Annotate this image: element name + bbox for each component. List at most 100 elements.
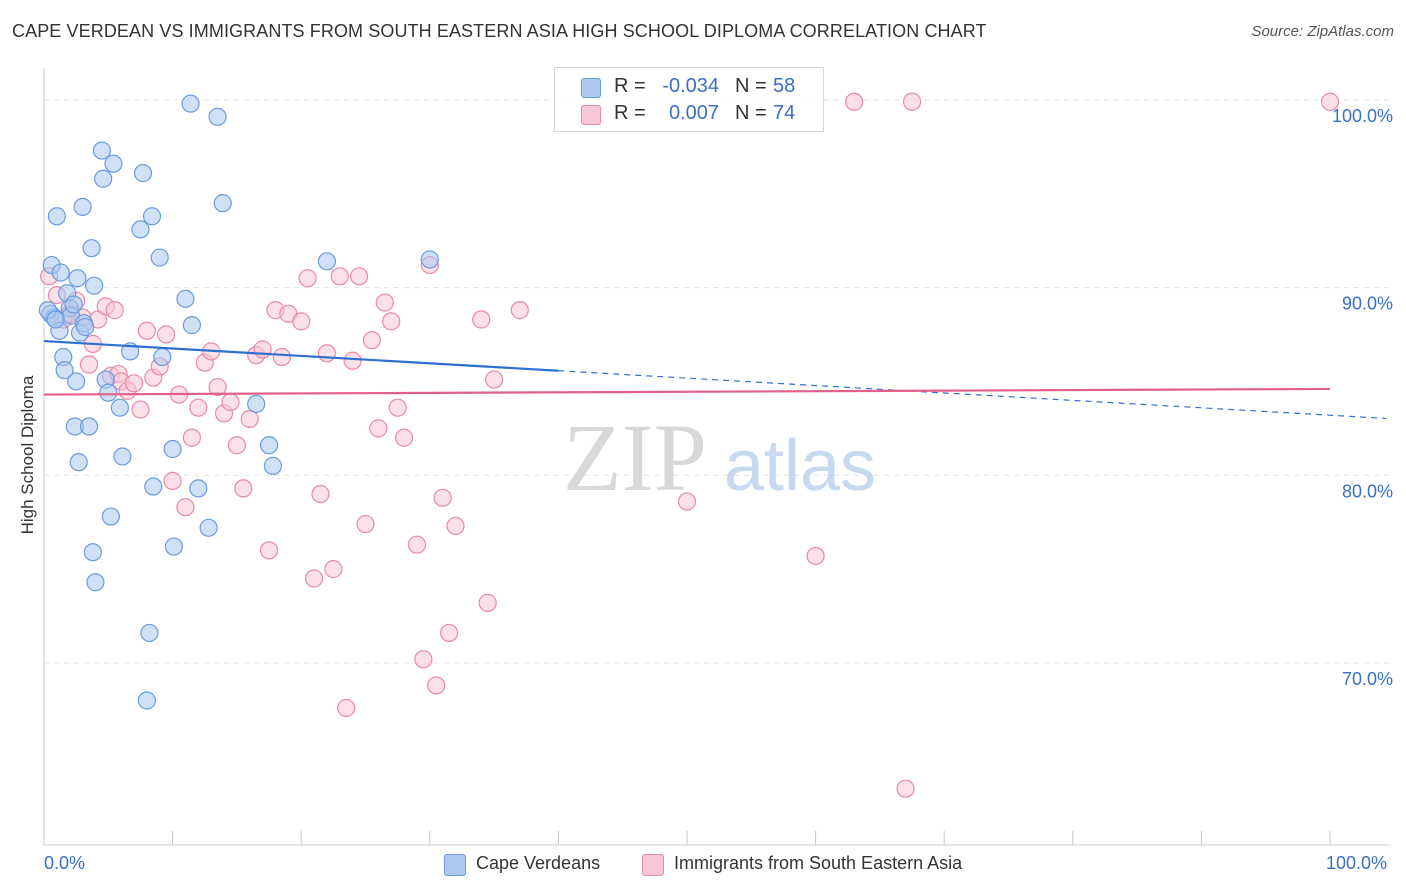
cape-verdean-point	[47, 207, 66, 226]
cape-verdean-point	[182, 316, 201, 335]
cape-verdean-point	[82, 239, 101, 258]
cape-verdean-point	[86, 573, 105, 592]
immigrant-point	[806, 546, 825, 566]
immigrant-point	[472, 310, 491, 329]
axes	[43, 68, 1391, 846]
x-axis-min-label: 0.0%	[44, 853, 86, 873]
cape-verdean-point	[199, 518, 218, 537]
cape-verdean-point	[110, 398, 129, 417]
cape-verdean-point	[208, 107, 227, 126]
x-ticks	[43, 831, 1331, 845]
immigrant-point	[330, 267, 349, 286]
immigrant-point	[439, 623, 459, 643]
series-immigrants-points	[40, 92, 1340, 798]
immigrant-point	[176, 498, 195, 517]
immigrant-point	[272, 347, 292, 367]
legend-r-label: R =	[614, 102, 646, 124]
immigrant-point	[510, 301, 529, 320]
immigrant-point	[677, 492, 697, 511]
series-cape-verdeans-points	[38, 94, 439, 710]
immigrant-point	[324, 560, 343, 579]
immigrant-point	[369, 419, 388, 438]
immigrant-point	[896, 779, 915, 798]
trend-lines	[43, 339, 1387, 420]
y-tick-label: 80.0%	[1342, 481, 1393, 501]
legend-r-label: R =	[614, 75, 646, 97]
immigrant-point	[446, 516, 465, 536]
immigrant-point	[79, 355, 99, 374]
immigrant-point	[163, 471, 182, 490]
cape-verdean-point	[137, 691, 156, 710]
y-tick-label: 70.0%	[1342, 669, 1393, 689]
cape-verdean-point	[69, 453, 88, 472]
cape-verdean-point	[247, 394, 266, 414]
immigrant-point	[317, 344, 337, 363]
source-label: Source: ZipAtlas.com	[1251, 23, 1394, 40]
cape-verdean-point	[113, 447, 132, 466]
bottom-legend-swatch-blue	[444, 854, 466, 876]
cape-verdean-point	[131, 220, 150, 239]
cape-verdean-point	[94, 169, 113, 188]
immigrant-point	[240, 409, 259, 429]
bottom-legend-swatch-pink	[642, 854, 664, 876]
gridlines	[44, 99, 1391, 664]
immigrant-point	[137, 321, 156, 340]
immigrant-point	[388, 398, 407, 417]
immigrant-point	[375, 293, 394, 312]
cape-verdean-point	[163, 439, 182, 459]
cape-verdean-point	[164, 537, 183, 556]
x-axis-max-label: 100.0%	[1326, 853, 1388, 873]
legend-swatch-immigrants	[581, 105, 601, 125]
cape-verdean-point	[51, 263, 70, 282]
legend-r-value: 0.007	[668, 102, 719, 124]
immigrant-point	[382, 312, 401, 331]
bottom-legend-label: Cape Verdeans	[476, 853, 601, 873]
cape-verdean-point	[213, 194, 232, 213]
cape-verdean-point	[64, 295, 83, 314]
immigrant-point	[394, 428, 414, 447]
bottom-legend-label: Immigrants from South Eastern Asia	[674, 853, 963, 873]
legend-n-label: N =	[735, 75, 767, 97]
cape-verdean-point	[263, 456, 283, 475]
cape-verdean-point	[189, 479, 208, 498]
immigrant-point	[124, 374, 144, 393]
immigrant-point	[298, 269, 317, 288]
cape-verdean-point	[317, 252, 337, 271]
cape-verdean-point	[153, 347, 172, 367]
immigrant-point	[311, 484, 330, 504]
cape-verdean-point	[68, 269, 87, 288]
immigrant-point	[105, 301, 124, 320]
immigrant-point	[157, 325, 176, 344]
legend-row-cape-verdeans: R = -0.034 N = 58	[555, 73, 823, 101]
cape-verdean-point	[144, 477, 163, 496]
cape-verdean-point	[150, 248, 169, 267]
cape-verdean-point	[181, 94, 200, 113]
cape-verdean-point	[101, 507, 120, 526]
immigrant-point	[433, 488, 452, 507]
immigrant-point	[349, 267, 369, 286]
immigrant-point	[478, 593, 497, 612]
cape-verdean-point	[83, 543, 102, 562]
immigrant-point	[221, 392, 240, 412]
legend-n-value: 74	[773, 102, 796, 124]
cape-verdean-point	[104, 154, 123, 173]
legend-n-value: 58	[773, 75, 796, 97]
immigrant-point	[131, 400, 150, 419]
immigrant-point	[337, 698, 356, 718]
immigrant-point	[253, 340, 272, 359]
immigrant-point	[485, 370, 504, 389]
cape-verdean-point	[140, 623, 159, 643]
cape-verdean-point	[79, 417, 99, 436]
watermark: ZIP atlas	[563, 404, 876, 511]
cape-verdean-point	[420, 250, 439, 269]
cape-verdean-point	[85, 276, 104, 295]
immigrant-point	[427, 676, 446, 695]
y-tick-label: 100.0%	[1332, 106, 1393, 126]
trend-line-immigrants	[43, 387, 1331, 396]
immigrant-point	[356, 514, 375, 534]
y-tick-labels: 100.0% 90.0% 80.0% 70.0%	[1332, 106, 1393, 689]
immigrant-point	[227, 436, 246, 455]
legend-swatch-cape-verdeans	[581, 78, 601, 98]
immigrant-point	[407, 535, 427, 554]
